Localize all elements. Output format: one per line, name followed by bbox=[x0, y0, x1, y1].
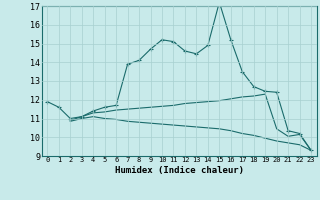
X-axis label: Humidex (Indice chaleur): Humidex (Indice chaleur) bbox=[115, 166, 244, 175]
